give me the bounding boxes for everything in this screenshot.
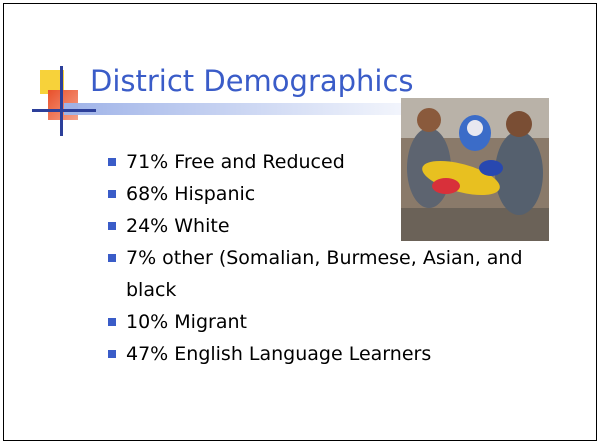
bullet-item: 47% English Language Learners — [108, 338, 548, 370]
bullet-item: 7% other (Somalian, Burmese, Asian, and … — [108, 242, 556, 306]
vertical-rule — [60, 66, 63, 136]
bullet-item: 10% Migrant — [108, 306, 548, 338]
photo — [401, 98, 549, 241]
slide: District Demographics 71% Free and Reduc… — [3, 3, 597, 441]
page: District Demographics 71% Free and Reduc… — [0, 0, 602, 445]
horizontal-rule — [32, 109, 96, 112]
title-underline — [64, 103, 454, 115]
slide-title: District Demographics — [90, 64, 414, 98]
